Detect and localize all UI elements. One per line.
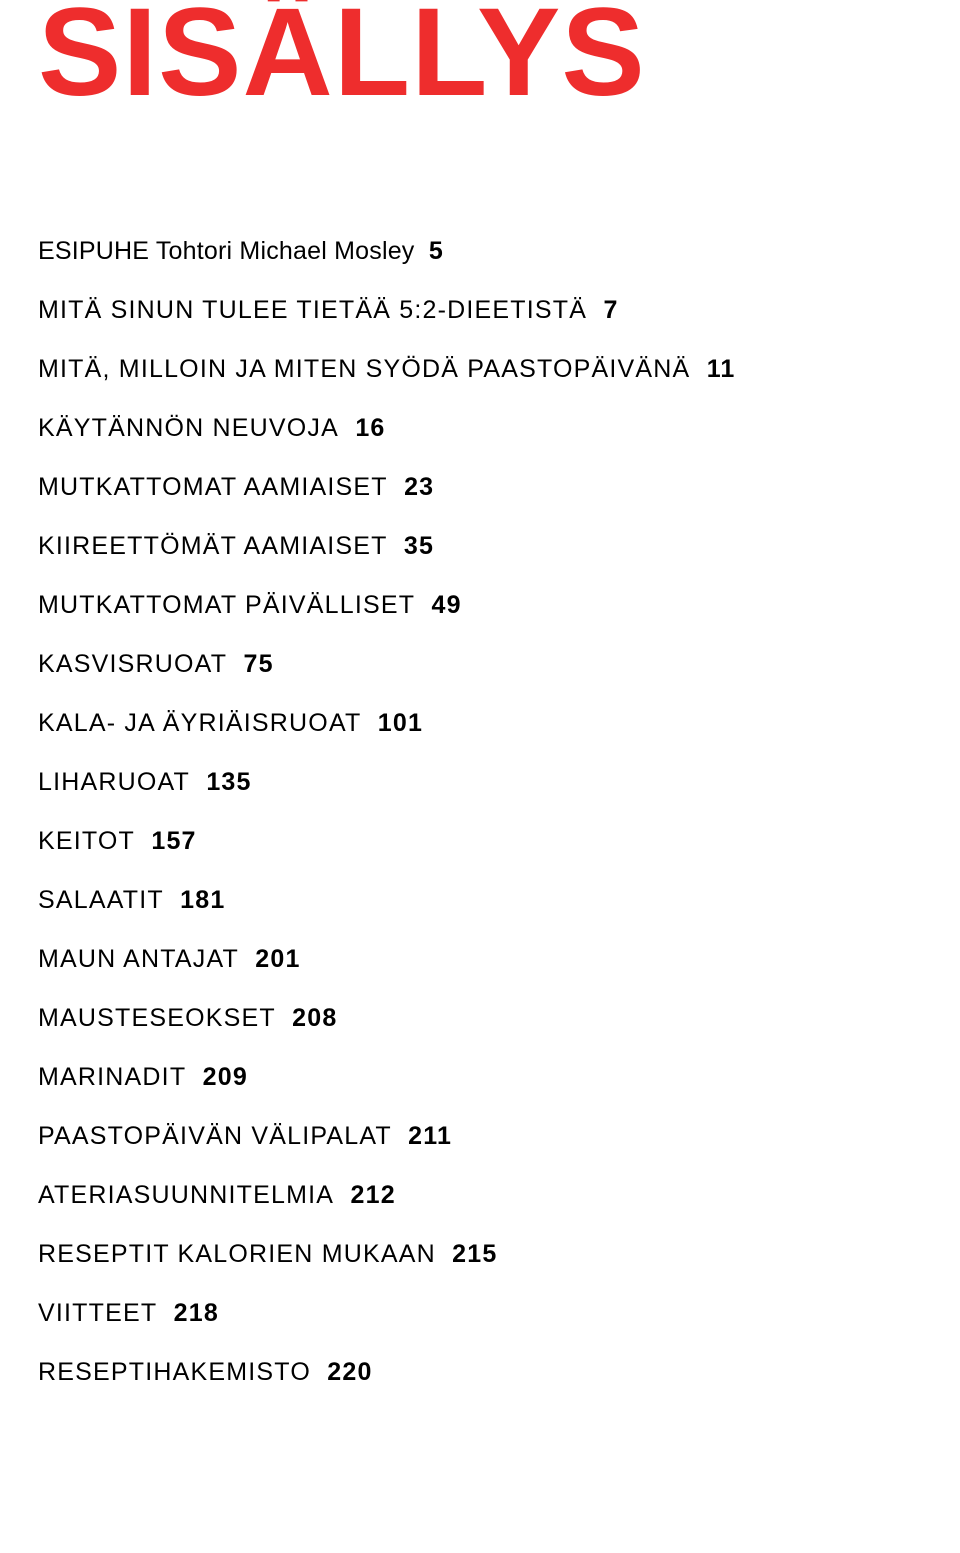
toc-item-page: 7 — [603, 296, 618, 324]
toc-item-label: RESEPTIHAKEMISTO — [38, 1358, 311, 1386]
toc-item-label: KASVISRUOAT — [38, 650, 227, 678]
toc-list: ESIPUHE Tohtori Michael Mosley 5 MITÄ SIN… — [38, 233, 922, 1392]
toc-item-page: 215 — [452, 1240, 497, 1268]
toc-item-label: ATERIASUUNNITELMIA — [38, 1181, 334, 1209]
toc-item: RESEPTIHAKEMISTO 220 — [38, 1354, 922, 1392]
toc-item-page: 211 — [408, 1122, 452, 1150]
toc-item-label: ESIPUHE Tohtori Michael Mosley — [38, 237, 415, 265]
toc-item: SALAATIT 181 — [38, 882, 922, 920]
toc-item-page: 35 — [404, 532, 434, 560]
toc-item: PAASTOPÄIVÄN VÄLIPALAT 211 — [38, 1118, 922, 1156]
toc-item: KÄYTÄNNÖN NEUVOJA 16 — [38, 410, 922, 448]
toc-item-page: 212 — [350, 1181, 395, 1209]
toc-item-label: LIHARUOAT — [38, 768, 190, 796]
toc-item-label: VIITTEET — [38, 1299, 157, 1327]
toc-item-page: 75 — [243, 650, 273, 678]
toc-item-label: MITÄ SINUN TULEE TIETÄÄ 5:2-DIEETISTÄ — [38, 296, 587, 324]
toc-item-page: 11 — [707, 355, 736, 383]
toc-item: MITÄ, MILLOIN JA MITEN SYÖDÄ PAASTOPÄIVÄ… — [38, 351, 922, 389]
toc-item-label: MAUN ANTAJAT — [38, 945, 239, 973]
toc-item-label: KALA- JA ÄYRIÄISRUOAT — [38, 709, 361, 737]
toc-item: MUTKATTOMAT AAMIAISET 23 — [38, 469, 922, 507]
toc-item: VIITTEET 218 — [38, 1295, 922, 1333]
toc-item: MUTKATTOMAT PÄIVÄLLISET 49 — [38, 587, 922, 625]
toc-item-page: 101 — [378, 709, 423, 737]
toc-item-label: KIIREETTÖMÄT AAMIAISET — [38, 532, 388, 560]
toc-item: KASVISRUOAT 75 — [38, 646, 922, 684]
toc-item: MAUSTESEOKSET 208 — [38, 1000, 922, 1038]
toc-item-page: 23 — [404, 473, 434, 501]
toc-item-label: MARINADIT — [38, 1063, 186, 1091]
toc-item-label: KEITOT — [38, 827, 135, 855]
toc-item-page: 181 — [180, 886, 225, 914]
toc-item: MAUN ANTAJAT 201 — [38, 941, 922, 979]
toc-item-page: 209 — [203, 1063, 248, 1091]
toc-item: ESIPUHE Tohtori Michael Mosley 5 — [38, 233, 922, 271]
toc-item-label: RESEPTIT KALORIEN MUKAAN — [38, 1240, 436, 1268]
page-title: SISÄLLYS — [38, 0, 922, 115]
toc-item: ATERIASUUNNITELMIA 212 — [38, 1177, 922, 1215]
toc-item: KIIREETTÖMÄT AAMIAISET 35 — [38, 528, 922, 566]
toc-item: MITÄ SINUN TULEE TIETÄÄ 5:2-DIEETISTÄ 7 — [38, 292, 922, 330]
toc-item: MARINADIT 209 — [38, 1059, 922, 1097]
toc-item: LIHARUOAT 135 — [38, 764, 922, 802]
toc-item-label: MUTKATTOMAT AAMIAISET — [38, 473, 388, 501]
toc-item: KEITOT 157 — [38, 823, 922, 861]
toc-item-label: PAASTOPÄIVÄN VÄLIPALAT — [38, 1122, 392, 1150]
toc-item-label: MAUSTESEOKSET — [38, 1004, 276, 1032]
toc-item-page: 220 — [327, 1358, 372, 1386]
toc-item-page: 157 — [151, 827, 196, 855]
toc-item-page: 201 — [255, 945, 300, 973]
toc-item-page: 218 — [174, 1299, 219, 1327]
toc-item: KALA- JA ÄYRIÄISRUOAT 101 — [38, 705, 922, 743]
toc-item-label: SALAATIT — [38, 886, 164, 914]
toc-item: RESEPTIT KALORIEN MUKAAN 215 — [38, 1236, 922, 1274]
toc-item-page: 49 — [432, 591, 462, 619]
toc-item-label: KÄYTÄNNÖN NEUVOJA — [38, 414, 339, 442]
toc-item-label: MUTKATTOMAT PÄIVÄLLISET — [38, 591, 415, 619]
toc-item-page: 5 — [429, 237, 443, 265]
toc-item-page: 135 — [206, 768, 251, 796]
toc-item-page: 16 — [355, 414, 385, 442]
toc-item-page: 208 — [292, 1004, 337, 1032]
toc-item-label: MITÄ, MILLOIN JA MITEN SYÖDÄ PAASTOPÄIVÄ… — [38, 355, 690, 383]
